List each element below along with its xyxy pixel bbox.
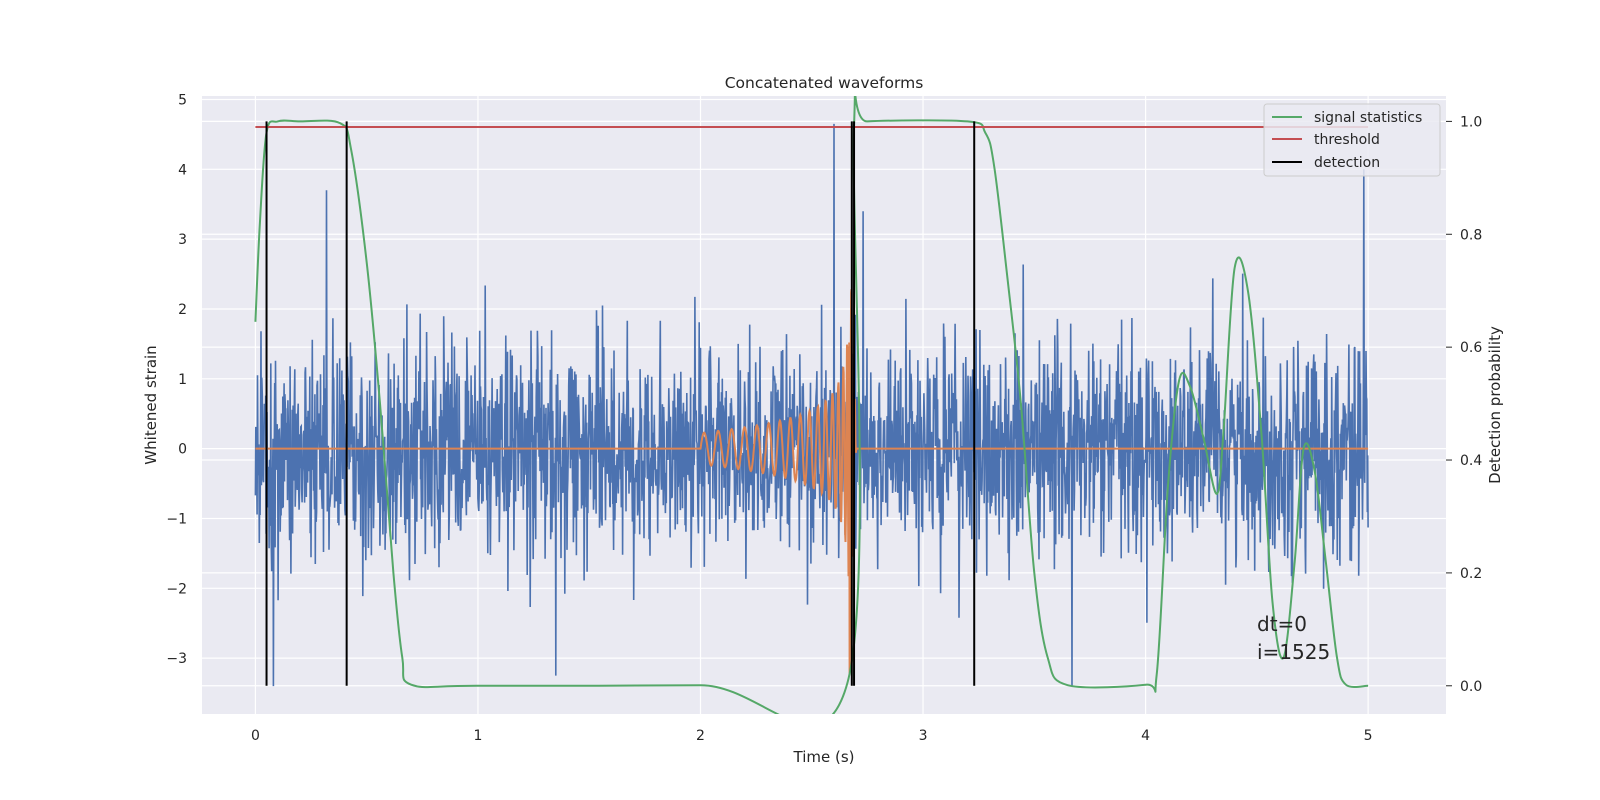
x-tick-label: 0 bbox=[251, 728, 260, 744]
legend-label-signal-statistics: signal statistics bbox=[1314, 110, 1422, 126]
y-tick-label: −1 bbox=[166, 511, 187, 527]
y-tick-label: 5 bbox=[178, 92, 187, 108]
y-tick-label: 3 bbox=[178, 232, 187, 248]
y2-tick-label: 0.6 bbox=[1460, 340, 1482, 356]
y2-tick-label: 0.0 bbox=[1460, 679, 1482, 695]
y2-axis-label: Detection probability bbox=[1486, 326, 1504, 484]
x-axis-label: Time (s) bbox=[793, 748, 855, 766]
legend-label-detection: detection bbox=[1314, 155, 1380, 171]
x-tick-label: 2 bbox=[696, 728, 705, 744]
y2-tick-label: 0.8 bbox=[1460, 227, 1482, 243]
series-whitened-strain bbox=[254, 123, 1369, 687]
legend: signal statistics threshold detection bbox=[1263, 103, 1441, 177]
annotation-dt: dt=0 bbox=[1257, 612, 1307, 636]
series-injected-chirp bbox=[255, 289, 1369, 674]
y-tick-label: 4 bbox=[178, 162, 187, 178]
y-tick-label: 2 bbox=[178, 302, 187, 318]
y2-tick-label: 1.0 bbox=[1460, 114, 1482, 130]
y2-tick-label: 0.2 bbox=[1460, 566, 1482, 582]
x-tick-label: 1 bbox=[473, 728, 482, 744]
data-layer bbox=[254, 96, 1369, 714]
x-tick-label: 5 bbox=[1364, 728, 1373, 744]
annotation-index: i=1525 bbox=[1257, 640, 1330, 664]
y-tick-label: 0 bbox=[178, 442, 187, 458]
y-tick-label: 1 bbox=[178, 372, 187, 388]
x-tick-label: 3 bbox=[919, 728, 928, 744]
y-tick-label: −3 bbox=[166, 651, 187, 667]
series-signal-statistics bbox=[254, 96, 1369, 714]
y-tick-label: −2 bbox=[166, 581, 187, 597]
x-tick-label: 4 bbox=[1141, 728, 1150, 744]
y2-tick-label: 0.4 bbox=[1460, 453, 1482, 469]
tick-labels: 0 1 2 3 4 5 −3 −2 −1 0 1 2 3 4 5 0.0 0.2 0.4 0.6 0.8 1.0 bbox=[166, 92, 1482, 744]
legend-box bbox=[1263, 103, 1441, 177]
y-axis-label: Whitened strain bbox=[142, 345, 160, 464]
chart-title: Concatenated waveforms bbox=[725, 74, 924, 92]
legend-label-threshold: threshold bbox=[1314, 132, 1380, 148]
